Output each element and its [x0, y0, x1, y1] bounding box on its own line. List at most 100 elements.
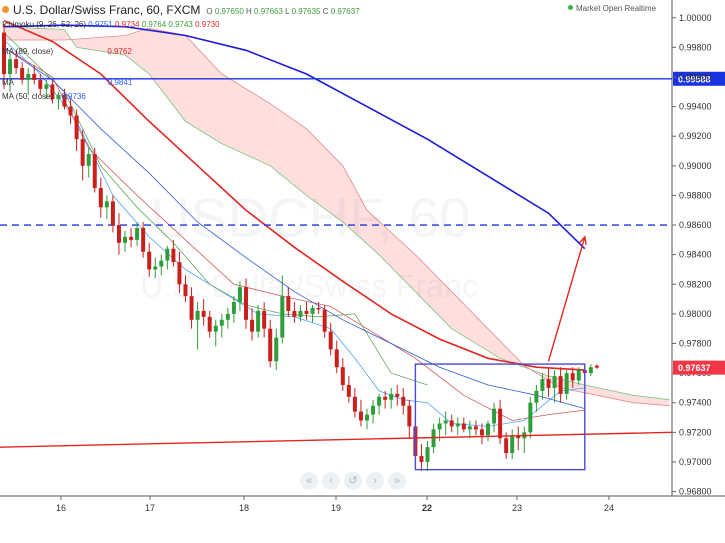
candle-body [195, 310, 200, 320]
ma-line [3, 24, 586, 250]
candle-body [371, 405, 376, 415]
scroll-right-button[interactable]: › [366, 472, 384, 490]
candle-body [564, 373, 569, 394]
candle-body [56, 94, 61, 100]
candle-body [473, 426, 478, 430]
candle-body [449, 420, 454, 427]
price-tick-label: 1.00000 [679, 13, 712, 23]
candle-body [8, 59, 13, 75]
time-tick-label: 16 [56, 503, 66, 513]
cloud-fill [4, 26, 670, 406]
candle-body [98, 188, 103, 208]
level-price-tag [673, 71, 725, 86]
candle-body [401, 396, 406, 406]
candle-body [546, 379, 551, 388]
candle-body [570, 373, 575, 381]
scroll-left-button[interactable]: ‹ [322, 472, 340, 490]
candle-body [322, 309, 327, 332]
candle-body [159, 260, 164, 267]
candle-body [153, 266, 158, 270]
candle-body [310, 307, 315, 314]
price-tick-label: 0.96800 [679, 487, 712, 497]
candle-body [262, 310, 267, 329]
ma-50-line [3, 47, 585, 409]
price-tick-label: 0.99800 [679, 42, 712, 52]
price-tick-label: 0.97800 [679, 338, 712, 348]
time-tick-label: 19 [331, 503, 341, 513]
candles [2, 23, 599, 471]
candle-body [74, 115, 79, 140]
reset-chart-button[interactable]: ↺ [344, 472, 362, 490]
kijun-line [3, 47, 585, 421]
time-tick-label: 18 [239, 503, 249, 513]
candle-body [116, 225, 121, 243]
last-price-label: 0.97637 [678, 363, 711, 373]
candle-body [26, 74, 31, 80]
price-tick-label: 0.99000 [679, 161, 712, 171]
price-tick-label: 0.98600 [679, 220, 712, 230]
price-tick-label: 0.99200 [679, 131, 712, 141]
candle-body [334, 349, 339, 368]
chart-nav: « ‹ ↺ › » [300, 472, 406, 492]
time-tick-label: 17 [145, 503, 155, 513]
scroll-start-button[interactable]: « [300, 472, 318, 490]
candle-body [316, 307, 321, 310]
price-tick-label: 0.98800 [679, 190, 712, 200]
price-tick-label: 0.97200 [679, 427, 712, 437]
time-tick-label: 23 [512, 503, 522, 513]
candle-body [50, 84, 55, 100]
candle-body [437, 423, 442, 430]
price-tick-label: 0.99400 [679, 102, 712, 112]
candle-body [558, 376, 563, 394]
candle-body [92, 153, 97, 189]
candle-body [528, 402, 533, 433]
candle-body [129, 236, 134, 240]
candle-body [274, 337, 279, 362]
candle-body [231, 302, 236, 314]
price-tick-label: 0.97400 [679, 398, 712, 408]
candle-body [123, 236, 127, 243]
last-price-tag [673, 360, 725, 375]
drawings [0, 235, 673, 471]
candle-body [486, 423, 490, 436]
candle-body [237, 287, 242, 303]
candle-body [340, 367, 345, 385]
candle-body [540, 379, 545, 391]
time-axis: 16 17 18 19 22 23 24 [56, 496, 614, 513]
candle-body [244, 287, 248, 320]
candle-body [588, 367, 593, 374]
price-tick-label: 0.98200 [679, 279, 712, 289]
scroll-end-button[interactable]: » [388, 472, 406, 490]
candle-body [576, 370, 581, 381]
support-trendline [0, 431, 673, 448]
candle-body [141, 228, 146, 252]
candle-body [32, 74, 37, 80]
market-open-dot [568, 5, 573, 10]
candle-body [383, 396, 388, 400]
price-tick-label: 0.97000 [679, 457, 712, 467]
consolidation-box [414, 363, 586, 471]
candle-body [189, 296, 194, 320]
time-tick-label: 22 [422, 503, 432, 513]
candle-body [594, 365, 599, 368]
candle-body [183, 284, 188, 297]
candle-body [498, 408, 503, 439]
candle-body [455, 423, 460, 427]
price-tick-label: 0.98000 [679, 309, 712, 319]
candle-body [492, 408, 497, 424]
target-arrow-head [578, 235, 587, 245]
candle-body [80, 139, 85, 166]
candle-body [177, 262, 182, 285]
candle-body [225, 313, 230, 320]
candle-body [407, 405, 412, 427]
ma-89-line [3, 19, 585, 371]
candle-body [389, 393, 394, 400]
candle-body [346, 384, 351, 397]
time-tick-label: 24 [604, 503, 614, 513]
grid [0, 0, 725, 497]
candle-body [510, 435, 515, 454]
target-arrow-line [547, 236, 586, 362]
price-tick-label: 0.98400 [679, 250, 712, 260]
candle-body [461, 423, 466, 430]
